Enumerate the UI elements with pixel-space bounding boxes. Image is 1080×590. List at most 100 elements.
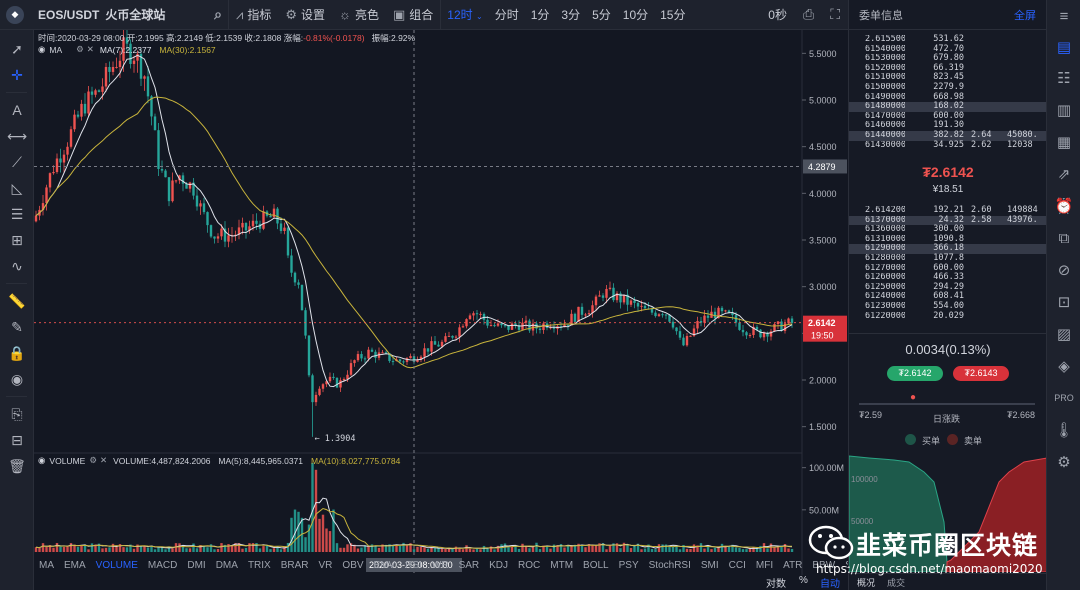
- menu-icon[interactable]: ≡: [1059, 7, 1069, 25]
- indicator-tab-roc[interactable]: ROC: [518, 559, 541, 571]
- tab-trades[interactable]: 成交: [887, 577, 906, 588]
- compass-icon[interactable]: ⊘: [1057, 262, 1071, 279]
- thermometer-icon[interactable]: 🌡: [1054, 422, 1074, 439]
- calendar-icon[interactable]: ▦: [1056, 134, 1072, 151]
- settings-button[interactable]: ⚙ 设置: [278, 0, 332, 30]
- ask-row[interactable]: 2.61550000 531.62: [849, 34, 1047, 45]
- document-icon[interactable]: ▥: [1056, 102, 1072, 119]
- bid-row[interactable]: 61370000 24.32 2.58 43976.: [849, 215, 1047, 226]
- indicator-tab-obv[interactable]: OBV: [342, 559, 364, 571]
- timeframe-1m[interactable]: 1分: [530, 8, 550, 22]
- list-icon[interactable]: ☷: [1057, 70, 1071, 87]
- bid-row[interactable]: 61260000 466.33: [849, 273, 1047, 283]
- template-icon[interactable]: ⊟: [11, 431, 23, 448]
- timeframe-15m[interactable]: 15分: [660, 8, 686, 22]
- bid-row[interactable]: 61250000 294.29: [849, 282, 1047, 293]
- bid-row[interactable]: 61310000 1090.8: [849, 234, 1047, 245]
- eye-icon[interactable]: ◉: [10, 370, 24, 387]
- indicator-tab-vr[interactable]: VR: [318, 559, 333, 571]
- indicator-tab-dma[interactable]: DMA: [215, 559, 238, 571]
- ask-row[interactable]: 61430000 34.925 2.62 12038: [849, 140, 1047, 151]
- signal-icon[interactable]: ◈: [1058, 358, 1070, 375]
- timeframe-12h[interactable]: 12时 ⌄: [441, 6, 488, 23]
- pro-icon[interactable]: PRO: [1054, 393, 1074, 403]
- indicator-tab-brar[interactable]: BRAR: [280, 559, 309, 571]
- trash-icon[interactable]: 🗑: [8, 457, 26, 474]
- tab-overview[interactable]: 概况: [857, 577, 876, 588]
- ask-row[interactable]: 61440000 382.82 2.64 45080.: [849, 130, 1047, 141]
- widget-icon[interactable]: ▨: [1056, 326, 1072, 343]
- ask-row[interactable]: 61490000 668.98: [849, 92, 1047, 103]
- theme-button[interactable]: ☼ 亮色: [332, 0, 386, 30]
- ma-settings-icon[interactable]: ⚙: [76, 44, 84, 54]
- crosshair-icon[interactable]: ✛: [11, 66, 23, 83]
- triangle-icon[interactable]: ◺: [11, 179, 23, 196]
- indicator-tab-macd[interactable]: MACD: [147, 559, 178, 571]
- ask-row[interactable]: 61520000 66.319: [849, 63, 1047, 74]
- ask-row[interactable]: 61540000 472.70: [849, 44, 1047, 55]
- indicator-tab-mfi[interactable]: MFI: [755, 559, 774, 571]
- bookmark-icon[interactable]: ⎘: [11, 405, 23, 422]
- indicator-tab-dmi[interactable]: DMI: [187, 559, 206, 571]
- indicator-tab-trix[interactable]: TRIX: [247, 559, 271, 571]
- pencil-icon[interactable]: ✎: [11, 318, 23, 335]
- bid-row[interactable]: 2.61420000 192.21 2.60 149884: [849, 205, 1047, 216]
- bid-row[interactable]: 61230000 554.00: [849, 301, 1047, 312]
- indicator-tab-bbw[interactable]: BBW: [812, 559, 836, 571]
- trend-line-icon[interactable]: ⟋: [12, 153, 22, 170]
- ask-row[interactable]: 61500000 2279.9: [849, 82, 1047, 93]
- chart-layout-icon[interactable]: ⊡: [1057, 294, 1071, 311]
- indicator-tab-rsi[interactable]: RSI: [405, 559, 422, 571]
- volume-eye-icon[interactable]: ◉: [38, 455, 46, 465]
- indicator-tab-ema[interactable]: EMA: [64, 559, 86, 571]
- ask-row[interactable]: 61460000 191.30: [849, 121, 1047, 131]
- timeframe-3m[interactable]: 3分: [561, 8, 581, 22]
- ruler-icon[interactable]: 📏: [8, 292, 26, 309]
- volume-settings-icon[interactable]: ⚙: [89, 455, 97, 465]
- indicator-tab-sar[interactable]: SAR: [458, 559, 480, 571]
- percent-scale-toggle[interactable]: %: [799, 575, 808, 586]
- layout-button[interactable]: ▣ 组合: [386, 0, 440, 30]
- timeframe-tick[interactable]: 分时: [494, 8, 519, 22]
- bid-row[interactable]: 61280000 1077.8: [849, 253, 1047, 264]
- price-chart[interactable]: 5.50005.00004.50004.00003.50003.00002.50…: [34, 30, 848, 575]
- indicator-tab-mtm[interactable]: MTM: [550, 559, 574, 571]
- fullscreen-link[interactable]: 全屏: [1014, 9, 1036, 22]
- log-scale-toggle[interactable]: 对数: [766, 579, 786, 590]
- indicator-tab-kdj[interactable]: KDJ: [489, 559, 509, 571]
- bid-price-button[interactable]: ₮2.6142: [887, 366, 943, 381]
- bid-row[interactable]: 61270000 600.00: [849, 263, 1047, 274]
- indicator-tab-cci[interactable]: CCI: [728, 559, 746, 571]
- indicator-tab-emv[interactable]: EMV: [373, 559, 396, 571]
- horizontal-line-icon[interactable]: ⟷: [6, 127, 28, 144]
- parallel-lines-icon[interactable]: ☰: [10, 205, 24, 222]
- volume-close-icon[interactable]: ✕: [99, 455, 108, 465]
- ask-price-button[interactable]: ₮2.6143: [953, 366, 1009, 381]
- orderbook-icon[interactable]: ▤: [1056, 39, 1072, 56]
- ask-row[interactable]: 61470000 600.00: [849, 111, 1047, 122]
- alarm-icon[interactable]: ⏰: [1054, 198, 1074, 215]
- stack-icon[interactable]: ⧉: [1058, 229, 1070, 247]
- bid-row[interactable]: 61360000 300.00: [849, 225, 1047, 235]
- auto-scale-toggle[interactable]: 自动: [820, 579, 840, 590]
- lock-icon[interactable]: 🔒: [8, 344, 26, 361]
- ma-eye-icon[interactable]: ◉: [38, 44, 46, 54]
- indicator-tab-volume[interactable]: VOLUME: [95, 559, 138, 571]
- bid-row[interactable]: 61240000 608.41: [849, 292, 1047, 302]
- indicator-tab-stochrsi[interactable]: StochRSI: [648, 559, 691, 571]
- grid-tool-icon[interactable]: ⊞: [11, 231, 23, 248]
- indicator-tab-ma[interactable]: MA: [39, 559, 54, 571]
- text-tool-icon[interactable]: A: [12, 102, 22, 118]
- indicator-tab-psy[interactable]: PSY: [618, 559, 639, 571]
- search-icon[interactable]: ⌕: [214, 6, 222, 22]
- timeframe-10m[interactable]: 10分: [622, 8, 649, 22]
- ask-row[interactable]: 61510000 823.45: [849, 73, 1047, 83]
- bid-row[interactable]: 61220000 20.029: [849, 311, 1047, 322]
- indicator-tab-wr[interactable]: WR: [431, 559, 449, 571]
- indicator-button[interactable]: ⩘ 指标: [228, 0, 278, 30]
- indicator-tab-atr[interactable]: ATR: [783, 559, 803, 571]
- indicator-tab-smi[interactable]: SMI: [700, 559, 719, 571]
- fullscreen-icon[interactable]: ⛶: [830, 6, 840, 22]
- timeframe-5m[interactable]: 5分: [592, 8, 611, 22]
- external-link-icon[interactable]: ⇗: [1057, 166, 1071, 183]
